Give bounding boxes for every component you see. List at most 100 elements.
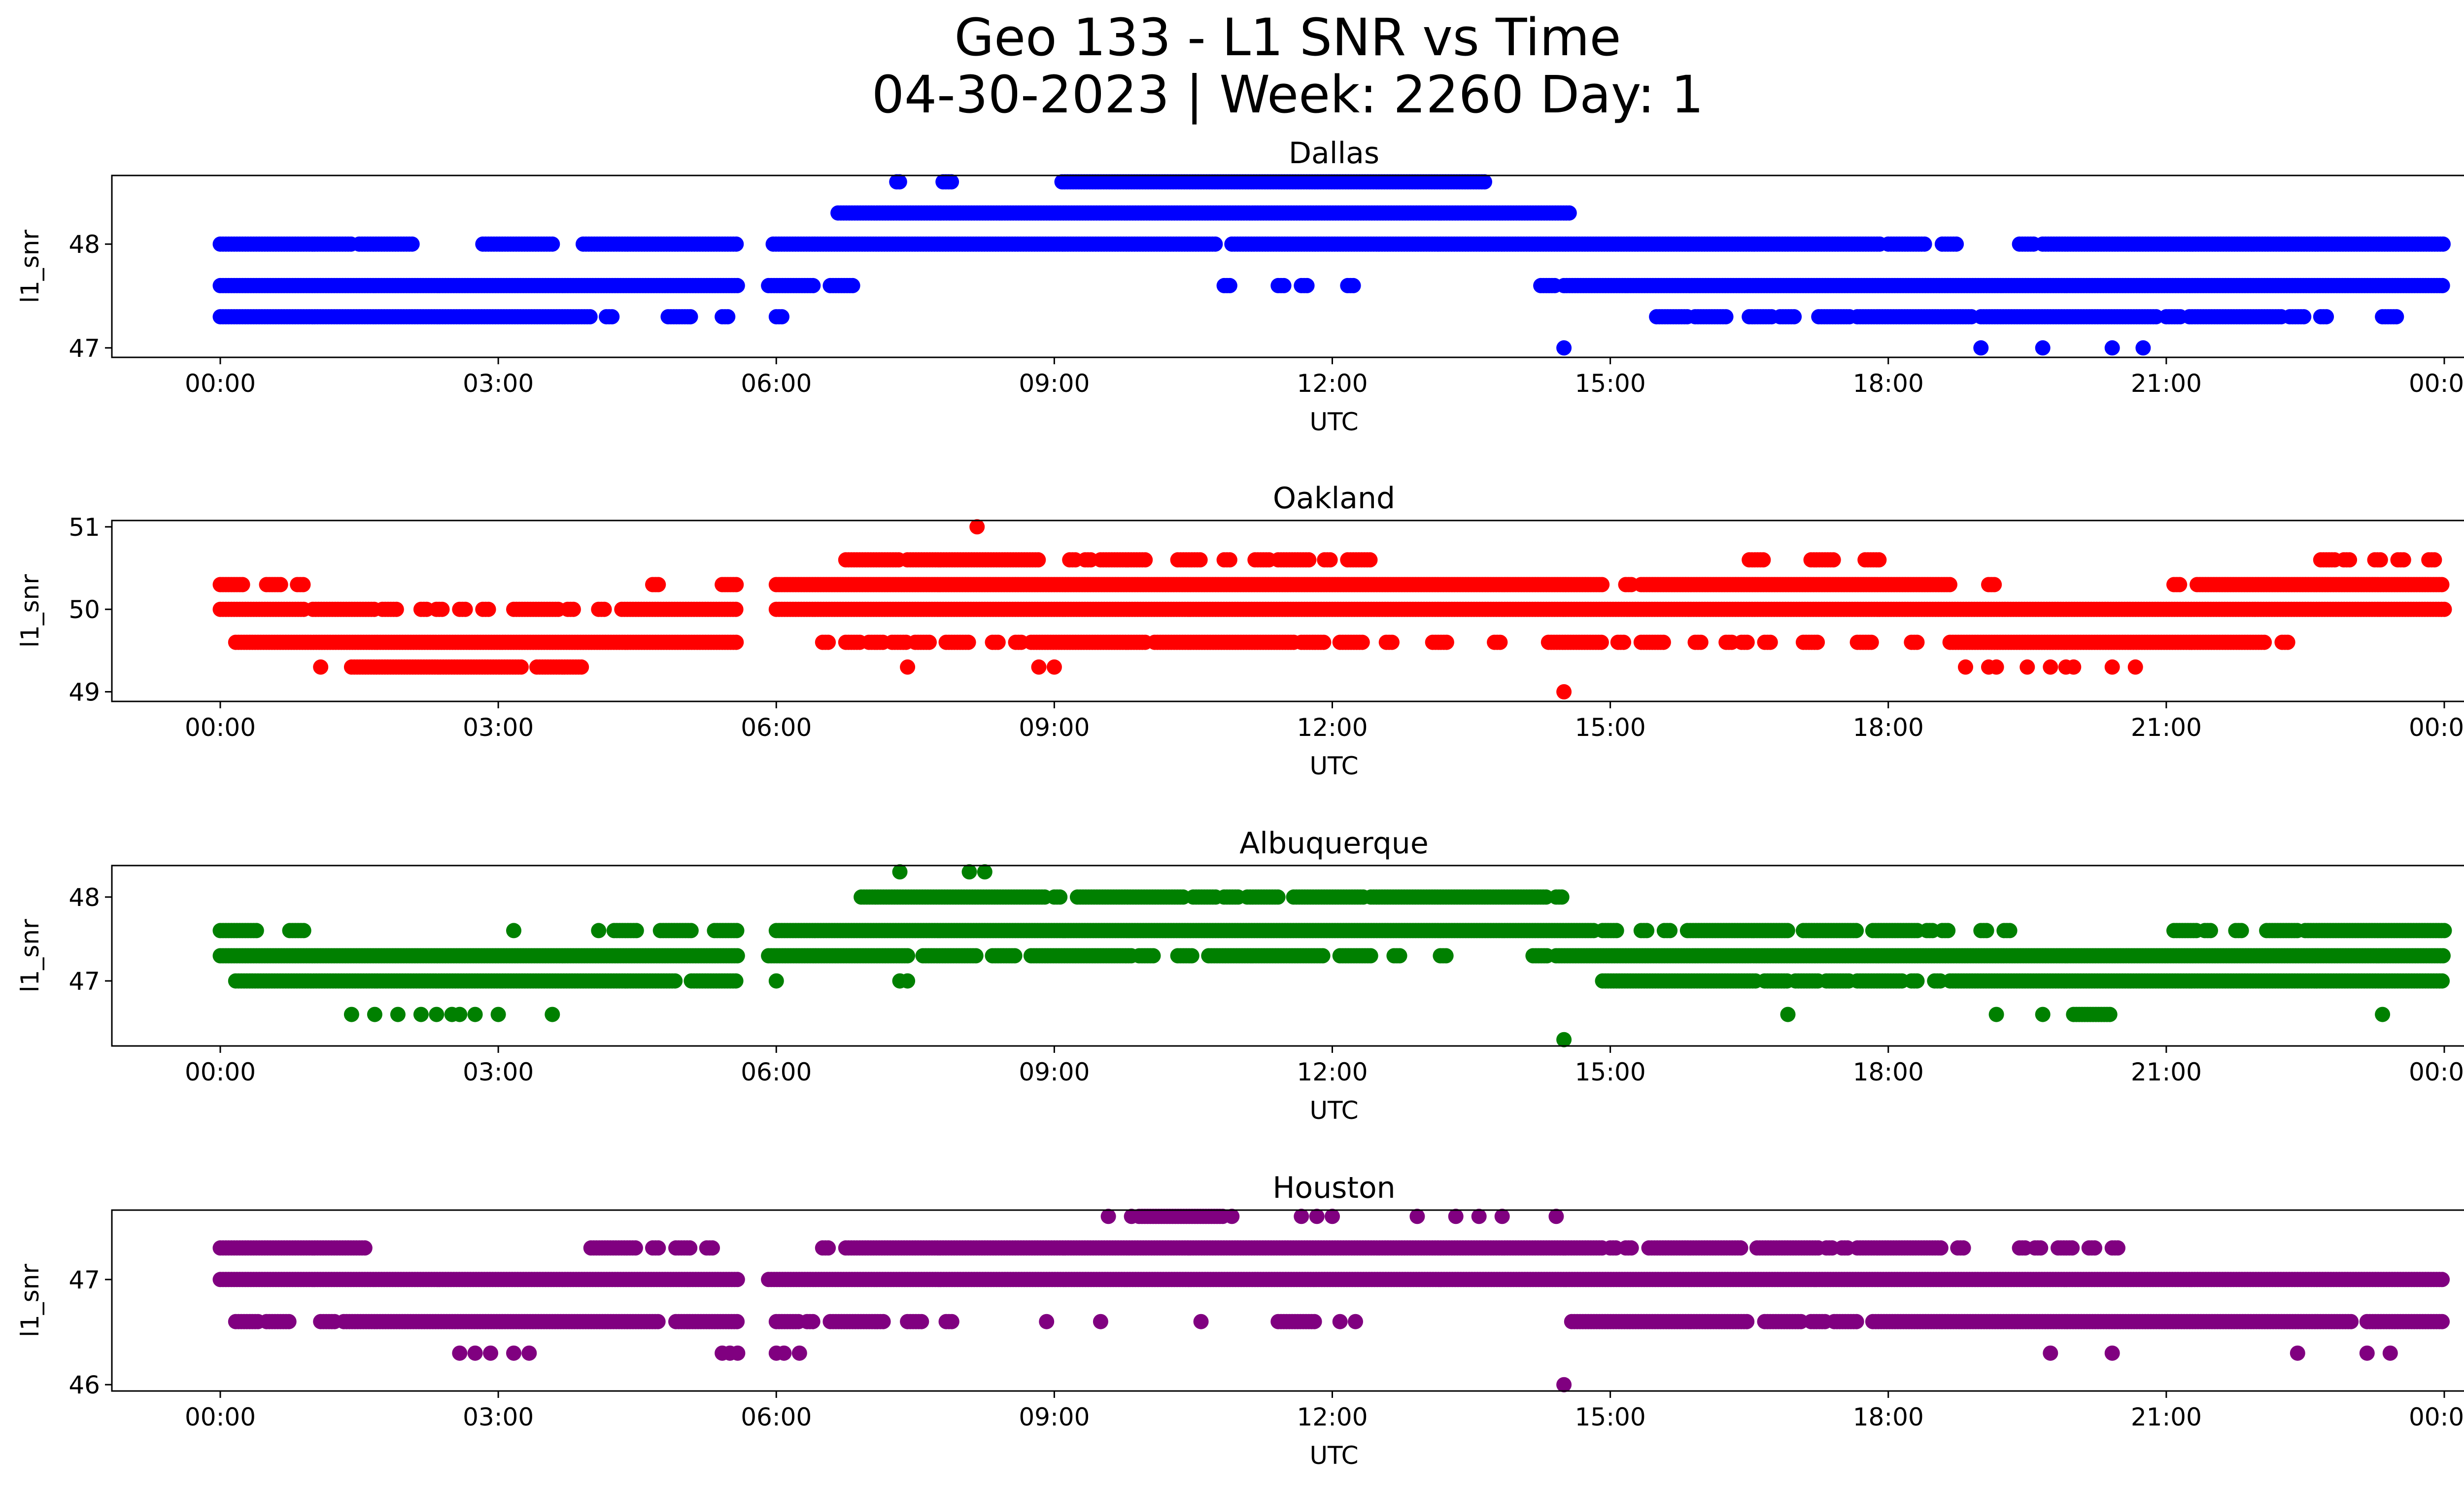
data-point bbox=[1299, 278, 1315, 293]
data-point bbox=[2104, 340, 2120, 356]
data-point bbox=[1988, 659, 2004, 675]
data-point bbox=[1863, 634, 1879, 650]
data-point bbox=[1556, 340, 1572, 356]
data-point bbox=[1986, 577, 2002, 592]
data-point bbox=[1492, 634, 1508, 650]
data-point bbox=[2002, 923, 2018, 939]
x-tick-label: 09:00 bbox=[1019, 713, 1090, 742]
data-point bbox=[845, 278, 860, 293]
data-point bbox=[683, 923, 699, 939]
data-point bbox=[960, 634, 976, 650]
data-point bbox=[1639, 923, 1655, 939]
x-tick-label: 21:00 bbox=[2131, 713, 2202, 742]
x-tick-label: 21:00 bbox=[2131, 369, 2202, 398]
data-point bbox=[1762, 634, 1778, 650]
data-point bbox=[1810, 634, 1825, 650]
data-point bbox=[434, 601, 450, 617]
data-point bbox=[480, 601, 496, 617]
data-point bbox=[728, 601, 744, 617]
y-axis-label: l1_snr bbox=[16, 230, 44, 303]
x-tick-label: 03:00 bbox=[463, 713, 534, 742]
data-point bbox=[2104, 659, 2120, 675]
data-point bbox=[2233, 923, 2249, 939]
data-point bbox=[1593, 634, 1609, 650]
data-point bbox=[457, 601, 473, 617]
data-point bbox=[1276, 278, 1292, 293]
data-series-group bbox=[212, 174, 2451, 356]
data-point bbox=[1958, 659, 1973, 675]
data-point bbox=[1662, 923, 1678, 939]
data-point bbox=[1608, 923, 1624, 939]
data-point bbox=[2203, 923, 2218, 939]
data-point bbox=[1554, 889, 1570, 905]
data-point bbox=[2296, 309, 2312, 325]
data-point bbox=[990, 634, 1006, 650]
x-tick-label: 00:00 bbox=[185, 369, 256, 398]
data-point bbox=[2066, 659, 2082, 675]
data-point bbox=[2389, 309, 2404, 325]
data-point bbox=[1438, 634, 1454, 650]
x-tick-label: 18:00 bbox=[1853, 713, 1924, 742]
data-point bbox=[1192, 552, 1208, 568]
y-tick-label: 48 bbox=[68, 230, 100, 259]
x-tick-label: 06:00 bbox=[741, 713, 812, 742]
x-axis-label: UTC bbox=[1309, 408, 1358, 436]
data-point bbox=[2135, 340, 2151, 356]
data-point bbox=[628, 923, 644, 939]
data-point bbox=[1909, 634, 1925, 650]
data-point bbox=[574, 659, 589, 675]
figure-title-line-1: Geo 133 - L1 SNR vs Time bbox=[954, 7, 1621, 68]
data-point bbox=[1301, 552, 1317, 568]
data-point bbox=[1222, 552, 1237, 568]
data-point bbox=[892, 864, 908, 880]
data-point bbox=[582, 309, 598, 325]
data-point bbox=[388, 601, 404, 617]
data-point bbox=[650, 577, 666, 592]
data-point bbox=[1556, 684, 1572, 699]
x-axis-label: UTC bbox=[1309, 752, 1358, 780]
data-point bbox=[1739, 634, 1755, 650]
data-point bbox=[1384, 634, 1400, 650]
data-point bbox=[2427, 552, 2442, 568]
y-tick-label: 47 bbox=[68, 334, 100, 363]
data-point bbox=[891, 174, 907, 190]
data-point bbox=[2043, 659, 2058, 675]
data-point bbox=[2280, 634, 2295, 650]
data-point bbox=[2127, 659, 2143, 675]
data-point bbox=[404, 236, 420, 252]
x-tick-label: 00:00 bbox=[2409, 713, 2464, 742]
data-point bbox=[1561, 205, 1577, 221]
y-tick-label: 49 bbox=[68, 678, 100, 706]
data-point bbox=[2436, 923, 2452, 939]
x-tick-label: 18:00 bbox=[1853, 369, 1924, 398]
data-point bbox=[1942, 577, 1957, 592]
data-point bbox=[1322, 552, 1338, 568]
subplot-title: Dallas bbox=[1289, 136, 1379, 171]
data-point bbox=[1940, 923, 1956, 939]
x-tick-label: 06:00 bbox=[741, 369, 812, 398]
data-point bbox=[683, 309, 698, 325]
data-point bbox=[2257, 634, 2272, 650]
y-tick-label: 51 bbox=[68, 513, 100, 542]
x-tick-label: 12:00 bbox=[1297, 369, 1368, 398]
x-tick-label: 15:00 bbox=[1575, 369, 1646, 398]
data-point bbox=[1046, 659, 1062, 675]
data-point bbox=[2434, 278, 2450, 293]
data-point bbox=[1207, 236, 1223, 252]
data-point bbox=[1786, 309, 1802, 325]
data-point bbox=[1477, 174, 1492, 190]
data-point bbox=[2396, 552, 2411, 568]
data-point bbox=[248, 923, 264, 939]
data-point bbox=[565, 601, 581, 617]
data-point bbox=[729, 923, 745, 939]
subplot-title: Albuquerque bbox=[1239, 826, 1429, 861]
data-point bbox=[2319, 309, 2334, 325]
data-point bbox=[1052, 889, 1068, 905]
data-point bbox=[513, 659, 529, 675]
y-tick-label: 50 bbox=[68, 595, 100, 624]
data-point bbox=[1848, 923, 1864, 939]
data-point bbox=[545, 236, 560, 252]
